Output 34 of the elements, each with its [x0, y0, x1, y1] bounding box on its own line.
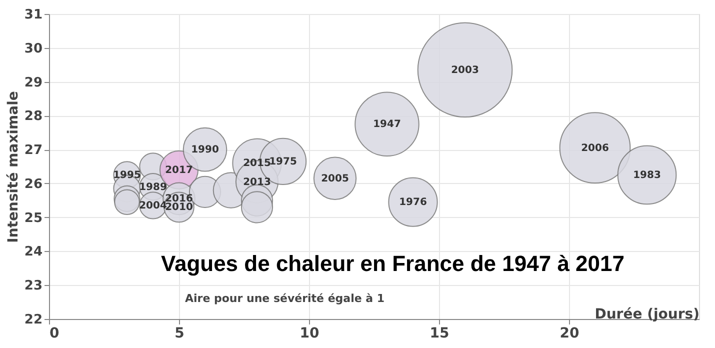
annotation: 1995 — [113, 170, 141, 181]
annotation: 2005 — [321, 173, 349, 184]
y-tick-label: 31 — [24, 8, 42, 22]
annotation: 2010 — [165, 202, 193, 214]
y-tick-label: 30 — [24, 41, 42, 56]
x-tick-label: 5 — [174, 326, 184, 342]
text: Vagues de chaleur en France de 1947 à 2017 — [161, 251, 624, 276]
annotation: 1990 — [191, 144, 219, 156]
annotation: 1947 — [373, 119, 401, 130]
y-tick-label: 27 — [24, 143, 42, 158]
annotation: 1983 — [633, 170, 661, 181]
x-tick-label: 15 — [430, 326, 450, 342]
annotation: 1975 — [269, 156, 297, 168]
x-tick-label: 0 — [50, 326, 60, 342]
annotation: 2003 — [451, 64, 479, 76]
y-tick-label: 23 — [24, 278, 42, 294]
annotation: 2013 — [243, 176, 271, 188]
y-axis-title: Intensité maximale — [5, 91, 22, 243]
annotation: 2004 — [139, 200, 167, 212]
annotation: 2015 — [243, 158, 271, 170]
y-tick-label: 22 — [24, 312, 42, 328]
y-tick-label: 29 — [24, 75, 42, 90]
annotation: 1976 — [399, 197, 427, 208]
y-tick-label: 24 — [24, 244, 42, 260]
y-tick-label: 26 — [24, 176, 42, 192]
x-axis-title: Durée (jours) — [594, 306, 700, 322]
x-tick-label: 20 — [560, 326, 580, 342]
annotation: Aire pour une sévérité égale à 1 — [185, 292, 385, 305]
y-tick-label: 28 — [24, 109, 42, 124]
y-tick-label: 25 — [24, 210, 42, 226]
x-tick-label: 10 — [300, 326, 320, 342]
annotation: 1989 — [139, 182, 167, 193]
annotation: 2006 — [581, 142, 609, 154]
annotation: 2017 — [165, 164, 193, 176]
